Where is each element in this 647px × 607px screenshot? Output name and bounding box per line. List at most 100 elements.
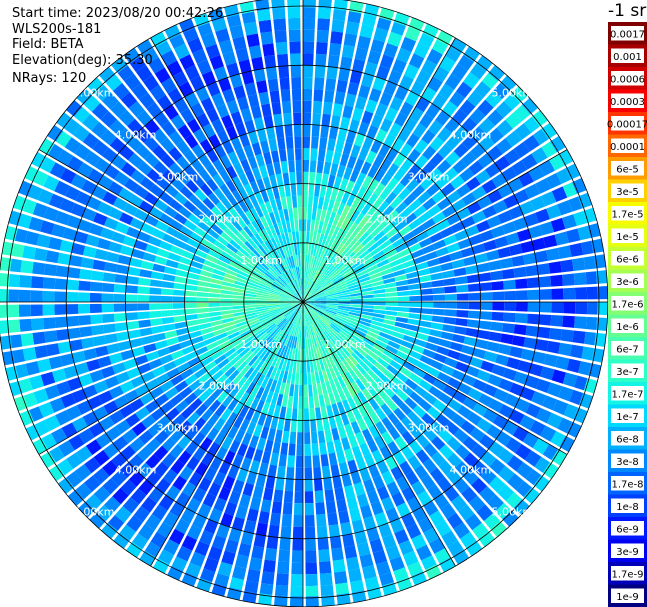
range-gate-cell xyxy=(279,332,287,345)
range-gate-cell xyxy=(451,63,468,81)
range-gate-cell xyxy=(453,126,469,142)
range-gate-cell xyxy=(349,306,362,311)
range-gate-cell xyxy=(285,285,295,295)
range-gate-cell xyxy=(25,361,40,376)
range-gate-cell xyxy=(303,304,307,314)
range-gate-cell xyxy=(250,105,262,120)
range-gate-cell xyxy=(409,372,423,385)
range-gate-cell xyxy=(101,522,118,539)
range-gate-cell xyxy=(358,215,370,228)
range-gate-cell xyxy=(316,41,328,55)
range-gate-cell xyxy=(330,322,342,332)
range-gate-cell xyxy=(148,236,162,247)
range-gate-cell xyxy=(191,144,205,159)
range-gate-cell xyxy=(213,66,228,81)
range-gate-cell xyxy=(32,202,48,218)
range-gate-cell xyxy=(174,321,188,330)
range-gate-cell xyxy=(338,299,351,302)
range-gate-cell xyxy=(174,380,189,393)
range-gate-cell xyxy=(471,477,488,494)
range-gate-cell xyxy=(173,212,188,225)
range-gate-cell xyxy=(255,302,268,305)
range-gate-cell xyxy=(306,360,311,373)
range-gate-cell xyxy=(330,31,344,45)
range-gate-cell xyxy=(362,136,374,150)
range-gate-cell xyxy=(49,162,66,179)
range-gate-cell xyxy=(70,203,86,218)
range-gate-cell xyxy=(352,107,364,122)
range-gate-cell xyxy=(284,334,291,347)
range-gate-cell xyxy=(145,454,161,470)
range-gate-cell xyxy=(231,302,244,306)
range-gate-cell xyxy=(162,361,177,372)
range-gate-cell xyxy=(235,250,248,261)
range-gate-cell xyxy=(344,272,356,281)
range-gate-cell xyxy=(533,475,550,492)
range-gate-cell xyxy=(295,254,299,267)
range-gate-cell xyxy=(262,176,272,190)
range-gate-cell xyxy=(354,328,367,337)
range-gate-cell xyxy=(129,337,143,348)
range-gate-cell xyxy=(555,356,570,370)
range-gate-cell xyxy=(345,180,355,194)
range-gate-cell xyxy=(389,96,404,112)
range-gate-cell xyxy=(231,257,244,267)
range-gate-cell xyxy=(293,312,299,325)
range-gate-cell xyxy=(269,287,282,294)
range-gate-cell xyxy=(271,328,281,339)
range-gate-cell xyxy=(431,435,446,451)
range-gate-cell xyxy=(155,220,169,233)
azimuth-spoke xyxy=(302,301,568,455)
range-gate-cell xyxy=(306,231,310,244)
range-gate-cell xyxy=(293,124,302,137)
range-gate-cell xyxy=(266,270,277,280)
range-gate-cell xyxy=(223,227,236,239)
range-gate-cell xyxy=(207,365,221,377)
range-gate-cell xyxy=(332,9,347,21)
range-gate-cell xyxy=(184,296,197,302)
range-gate-cell xyxy=(264,547,278,562)
range-gate-cell xyxy=(358,276,371,284)
range-gate-cell xyxy=(267,298,280,301)
range-gate-cell xyxy=(370,246,382,257)
range-gate-cell xyxy=(305,302,315,305)
range-gate-cell xyxy=(562,273,575,286)
range-gate-cell xyxy=(221,436,234,450)
range-gate-cell xyxy=(353,243,365,254)
range-gate-cell xyxy=(243,304,256,309)
range-gate-cell xyxy=(179,225,194,237)
range-gate-cell xyxy=(294,219,299,232)
range-gate-cell xyxy=(266,324,277,334)
range-gate-cell xyxy=(163,539,180,556)
range-gate-cell xyxy=(186,497,201,513)
range-gate-cell xyxy=(431,315,445,323)
range-gate-cell xyxy=(292,526,303,539)
range-gate-cell xyxy=(216,103,230,119)
range-gate-cell xyxy=(374,254,387,264)
range-gate-cell xyxy=(400,416,414,430)
range-gate-cell xyxy=(365,99,378,114)
range-gate-cell xyxy=(429,152,444,167)
range-gate-cell xyxy=(310,348,316,361)
range-gate-cell xyxy=(541,395,558,411)
range-gate-cell xyxy=(287,283,296,294)
range-gate-cell xyxy=(279,537,291,551)
range-gate-cell xyxy=(181,250,195,260)
range-gate-cell xyxy=(281,358,288,371)
range-gate-cell xyxy=(218,39,234,55)
range-gate-cell xyxy=(398,539,414,556)
range-gate-cell xyxy=(305,297,315,302)
range-gate-cell xyxy=(238,59,252,74)
range-gate-cell xyxy=(347,280,360,287)
range-gate-cell xyxy=(197,312,210,319)
range-gate-cell xyxy=(122,497,140,514)
range-gate-cell xyxy=(297,420,303,433)
range-gate-cell xyxy=(57,341,72,354)
range-gate-cell xyxy=(316,383,323,396)
range-gate-cell xyxy=(449,341,464,352)
range-gate-cell xyxy=(295,325,300,338)
range-gate-cell xyxy=(293,294,302,301)
range-gate-cell xyxy=(337,289,350,295)
range-gate-cell xyxy=(528,363,544,377)
range-gate-cell xyxy=(56,149,74,166)
